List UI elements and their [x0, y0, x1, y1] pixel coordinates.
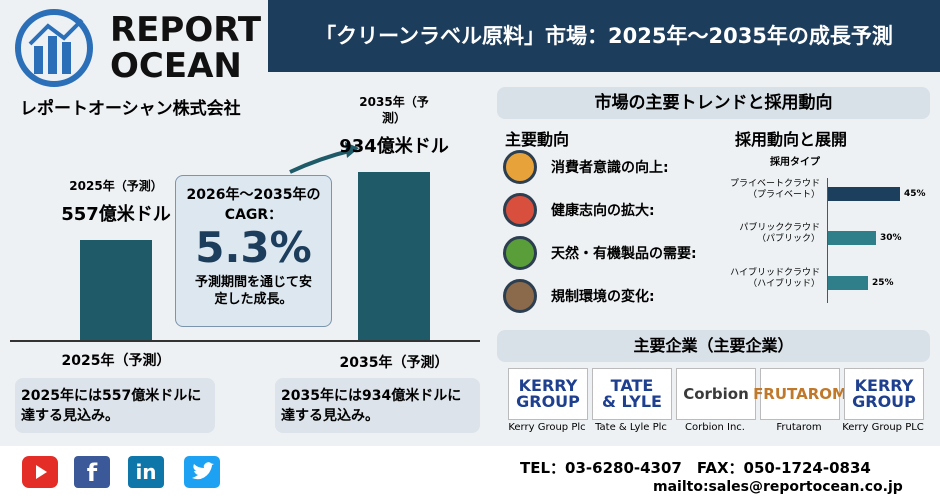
company-logo: FRUTAROM	[753, 368, 847, 420]
trend-icon	[503, 150, 537, 184]
adoption-subtitle: 採用動向と展開	[735, 130, 848, 149]
axis-line	[827, 178, 828, 303]
company-logo: Corbion	[676, 368, 756, 420]
logo-text: FRUTAROM	[753, 384, 847, 403]
trend-item: 規制環境の変化:	[551, 289, 655, 305]
logo-text: GROUP	[516, 392, 580, 411]
bar	[828, 231, 876, 245]
company-name: Kerry Group PLC	[842, 422, 924, 433]
arrow	[289, 142, 359, 174]
title: 「クリーンラベル原料」市場：2025年～2035年の成長予測	[268, 0, 940, 72]
bar	[358, 171, 430, 340]
company-name: Frutarom	[776, 422, 822, 433]
trend-item: 消費者意識の向上:	[551, 160, 669, 176]
trend-item: 健康志向の拡大:	[551, 203, 655, 219]
cagr-box: 2026年～2035年のCAGR： 5.3% 予測期間を通じて安定した成長。	[175, 175, 332, 327]
logo-text: & LYLE	[602, 392, 662, 411]
logo-text: KERRY	[854, 376, 914, 395]
twitter-icon[interactable]	[184, 456, 220, 488]
company-logo: TATE & LYLE	[592, 368, 672, 420]
trends-title: 市場の主要トレンドと採用動向	[497, 87, 930, 119]
cagr-note: 予測期間を通じて安定した成長。	[194, 275, 312, 307]
hbar-label: プライベートクラウド （プライベート）	[729, 179, 820, 200]
youtube-icon[interactable]	[22, 456, 58, 488]
value-label: 45%	[904, 189, 926, 199]
contact-mail[interactable]: mailto:sales@reportocean.co.jp	[653, 479, 903, 495]
bar	[828, 187, 900, 201]
trend-icon	[503, 236, 537, 270]
company-logo: KERRY GROUP	[508, 368, 588, 420]
trends-subtitle: 主要動向	[505, 130, 570, 149]
company-name: Kerry Group Plc	[508, 422, 586, 433]
trend-icon	[503, 193, 537, 227]
value-label: 557億米ドル	[61, 203, 171, 225]
value-label: 934億米ドル	[339, 135, 449, 157]
bar-top-label: 2035年（予測）	[359, 94, 429, 125]
logo-text: GROUP	[852, 392, 916, 411]
logo-text: Corbion	[683, 384, 749, 403]
logo-text: TATE	[610, 376, 654, 395]
hbar-label: パブリッククラウド （パブリック）	[739, 223, 820, 244]
adoption-title: 採用タイプ	[770, 157, 820, 168]
company-name: Corbion Inc.	[685, 422, 745, 433]
logo-text: KERRY	[518, 376, 578, 395]
companies-title: 主要企業（主要企業）	[497, 330, 930, 362]
cagr-label: 2026年～2035年のCAGR：	[186, 187, 321, 223]
trend-icon	[503, 279, 537, 313]
x-tick-label: 2035年（予測）	[339, 355, 449, 371]
bar-top-label: 2025年（予測）	[69, 178, 163, 193]
company-logo: KERRY GROUP	[844, 368, 924, 420]
facebook-icon[interactable]: f	[74, 456, 110, 488]
linkedin-icon[interactable]: in	[128, 456, 164, 488]
note: 2025年には557億米ドルに達する見込み。	[15, 378, 215, 433]
bar	[80, 239, 152, 340]
cagr-value: 5.3%	[195, 223, 312, 272]
company: レポートオーシャン株式会社	[20, 99, 241, 119]
hbar-label: ハイブリッドクラウド （ハイブリッド）	[730, 268, 820, 289]
note: 2035年には934億米ドルに達する見込み。	[275, 378, 480, 433]
logo-icon	[15, 9, 93, 87]
baseline	[10, 340, 480, 342]
contact-tel: TEL：03-6280-4307 FAX：050-1724-0834	[520, 459, 871, 477]
value-label: 30%	[880, 233, 902, 243]
company-name: Tate & Lyle Plc	[595, 422, 667, 433]
logo-text: REPORT OCEAN	[110, 10, 262, 86]
trend-item: 天然・有機製品の需要:	[551, 246, 697, 262]
value-label: 25%	[872, 278, 894, 288]
bar	[828, 276, 868, 290]
x-tick-label: 2025年（予測）	[61, 353, 171, 369]
